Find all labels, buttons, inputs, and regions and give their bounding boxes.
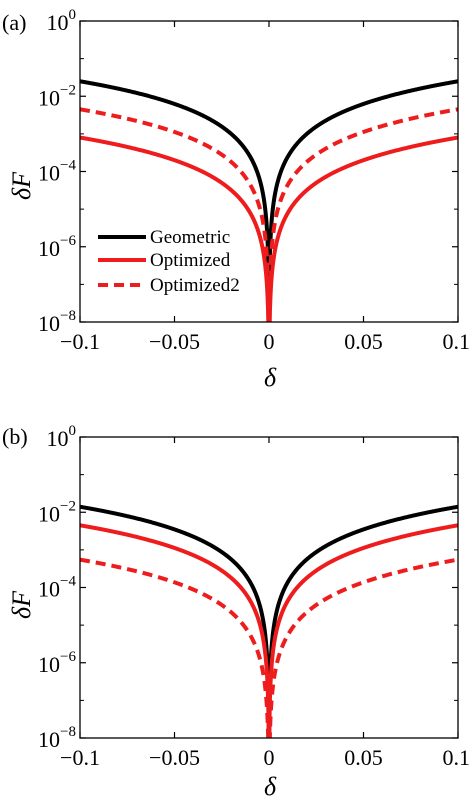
y-tick-label: 100	[47, 7, 77, 35]
y-tick-label: 10−8	[38, 308, 76, 336]
legend-label-geometric: Geometric	[150, 227, 230, 248]
panel-b-label: (b)	[2, 424, 28, 449]
x-tick-label: −0.1	[60, 745, 100, 770]
panel-b-y-tick-labels: 10−8 10−6 10−4 10−2 100	[38, 423, 76, 752]
panel-a-legend: Geometric Optimized Optimized2	[98, 227, 240, 296]
x-tick-label: 0.1	[443, 745, 471, 770]
y-tick-label: 10−4	[38, 574, 76, 602]
y-tick-label: 10−6	[38, 233, 76, 261]
y-tick-label: 10−6	[38, 649, 76, 677]
x-tick-label: −0.05	[149, 329, 200, 354]
y-tick-label: 10−2	[38, 82, 76, 110]
y-tick-label: 10−4	[38, 158, 76, 186]
x-tick-label: −0.05	[149, 745, 200, 770]
panel-a-ylabel: δF	[7, 171, 36, 200]
panel-b-x-tick-labels: −0.1 −0.05 0 0.05 0.1	[60, 745, 470, 770]
series-optimized2-line	[80, 107, 458, 322]
panel-a-y-tick-labels: 10−8 10−6 10−4 10−2 100	[38, 7, 76, 336]
panel-a-label: (a)	[2, 10, 26, 35]
y-tick-label: 100	[47, 423, 77, 451]
x-tick-label: 0.05	[344, 329, 383, 354]
x-tick-label: 0.1	[443, 329, 471, 354]
series-optimized-line	[80, 135, 458, 322]
curve-group	[80, 504, 458, 738]
series-geometric-line	[80, 504, 458, 738]
y-tick-label: 10−8	[38, 724, 76, 752]
panel-b-xlabel: δ	[264, 772, 277, 799]
panel-a-curves	[80, 79, 458, 322]
panel-a-xlabel: δ	[264, 363, 277, 392]
legend-label-optimized2: Optimized2	[150, 275, 240, 296]
panel-a: (a) δF δ 10−8 10−6 10−4 10−2 100 −0.1 −0.05 0 0…	[2, 7, 470, 392]
panel-b-ylabel: δF	[7, 590, 36, 619]
panel-b-plot-frame	[79, 436, 459, 739]
panel-b-curves	[80, 504, 458, 738]
legend-label-optimized: Optimized	[150, 250, 231, 271]
series-optimized-line	[80, 523, 458, 738]
x-tick-label: 0	[264, 329, 275, 354]
y-tick-label: 10−2	[38, 498, 76, 526]
series-optimized2-line	[80, 557, 458, 738]
x-tick-label: 0	[264, 745, 275, 770]
x-tick-label: 0.05	[344, 745, 383, 770]
x-tick-label: −0.1	[60, 329, 100, 354]
series-geometric-line	[80, 79, 458, 322]
panel-a-plot-frame	[79, 20, 459, 323]
panel-a-x-tick-labels: −0.1 −0.05 0 0.05 0.1	[60, 329, 470, 354]
panel-b: (b) δF δ 10−8 10−6 10−4 10−2 100 −0.1 −0.05 0 0…	[2, 423, 470, 799]
curve-group	[80, 79, 458, 322]
